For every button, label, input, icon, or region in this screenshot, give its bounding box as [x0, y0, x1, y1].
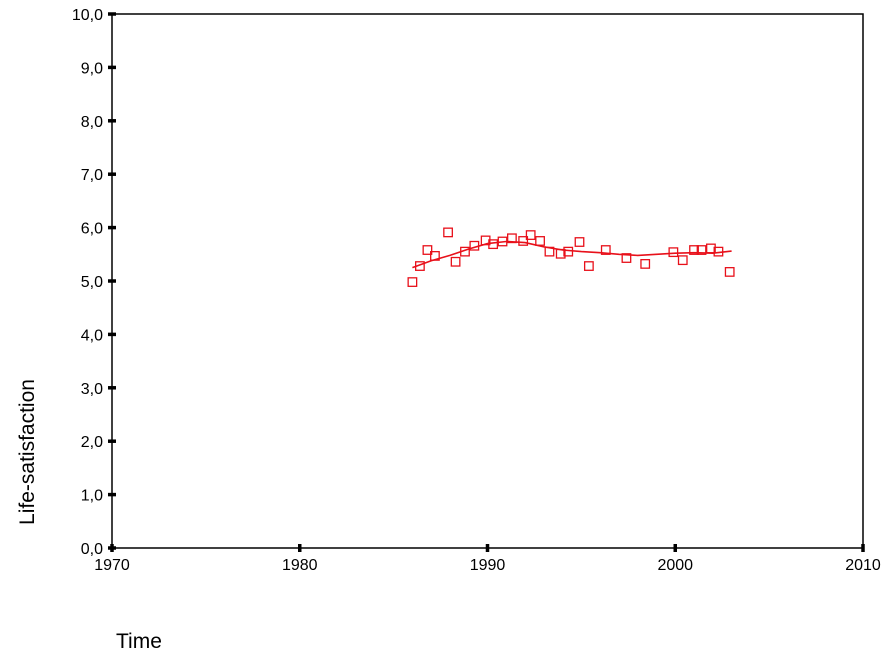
data-point: [430, 251, 440, 261]
data-point: [422, 245, 433, 255]
y-tick-label: 9,0: [81, 60, 103, 77]
data-point: [518, 236, 529, 246]
data-point: [677, 255, 688, 266]
data-point: [706, 243, 716, 254]
data-point: [621, 253, 632, 263]
y-tick-label: 7,0: [81, 167, 103, 184]
x-tick-label: 1970: [94, 557, 130, 574]
data-point: [415, 261, 425, 271]
data-point: [443, 227, 453, 238]
y-axis-title: Life-satisfaction: [16, 379, 39, 525]
data-point: [640, 259, 651, 269]
data-point: [574, 237, 585, 247]
data-point: [544, 246, 555, 257]
data-point: [689, 245, 699, 255]
y-tick-label: 4,0: [81, 327, 103, 344]
data-point: [507, 233, 517, 244]
plot-frame: [111, 13, 864, 549]
x-axis-title: Time: [116, 630, 162, 653]
data-point: [525, 230, 536, 240]
x-tick-label: 2000: [657, 557, 693, 574]
data-point: [600, 245, 611, 255]
data-point: [535, 236, 545, 246]
y-tick-label: 8,0: [81, 114, 103, 131]
data-point: [583, 261, 594, 271]
y-tick-label: 1,0: [81, 488, 103, 505]
y-tick-label: 2,0: [81, 434, 103, 451]
data-point: [563, 246, 574, 257]
data-point: [460, 246, 470, 257]
data-point: [668, 247, 679, 258]
data-point: [497, 236, 508, 247]
y-tick-label: 5,0: [81, 274, 103, 291]
data-point: [450, 256, 461, 267]
data-point: [555, 248, 566, 259]
y-tick-label: 0,0: [81, 541, 103, 558]
x-tick-label: 2010: [845, 557, 881, 574]
data-point: [696, 245, 707, 255]
data-point: [488, 239, 499, 250]
data-point: [469, 240, 480, 251]
x-tick-label: 1980: [282, 557, 318, 574]
data-point: [407, 277, 418, 287]
data-point: [724, 267, 735, 277]
x-tick-label: 1990: [470, 557, 506, 574]
y-tick-label: 10,0: [72, 7, 103, 24]
y-tick-label: 6,0: [81, 221, 103, 238]
y-tick-label: 3,0: [81, 381, 103, 398]
data-point: [713, 246, 724, 257]
